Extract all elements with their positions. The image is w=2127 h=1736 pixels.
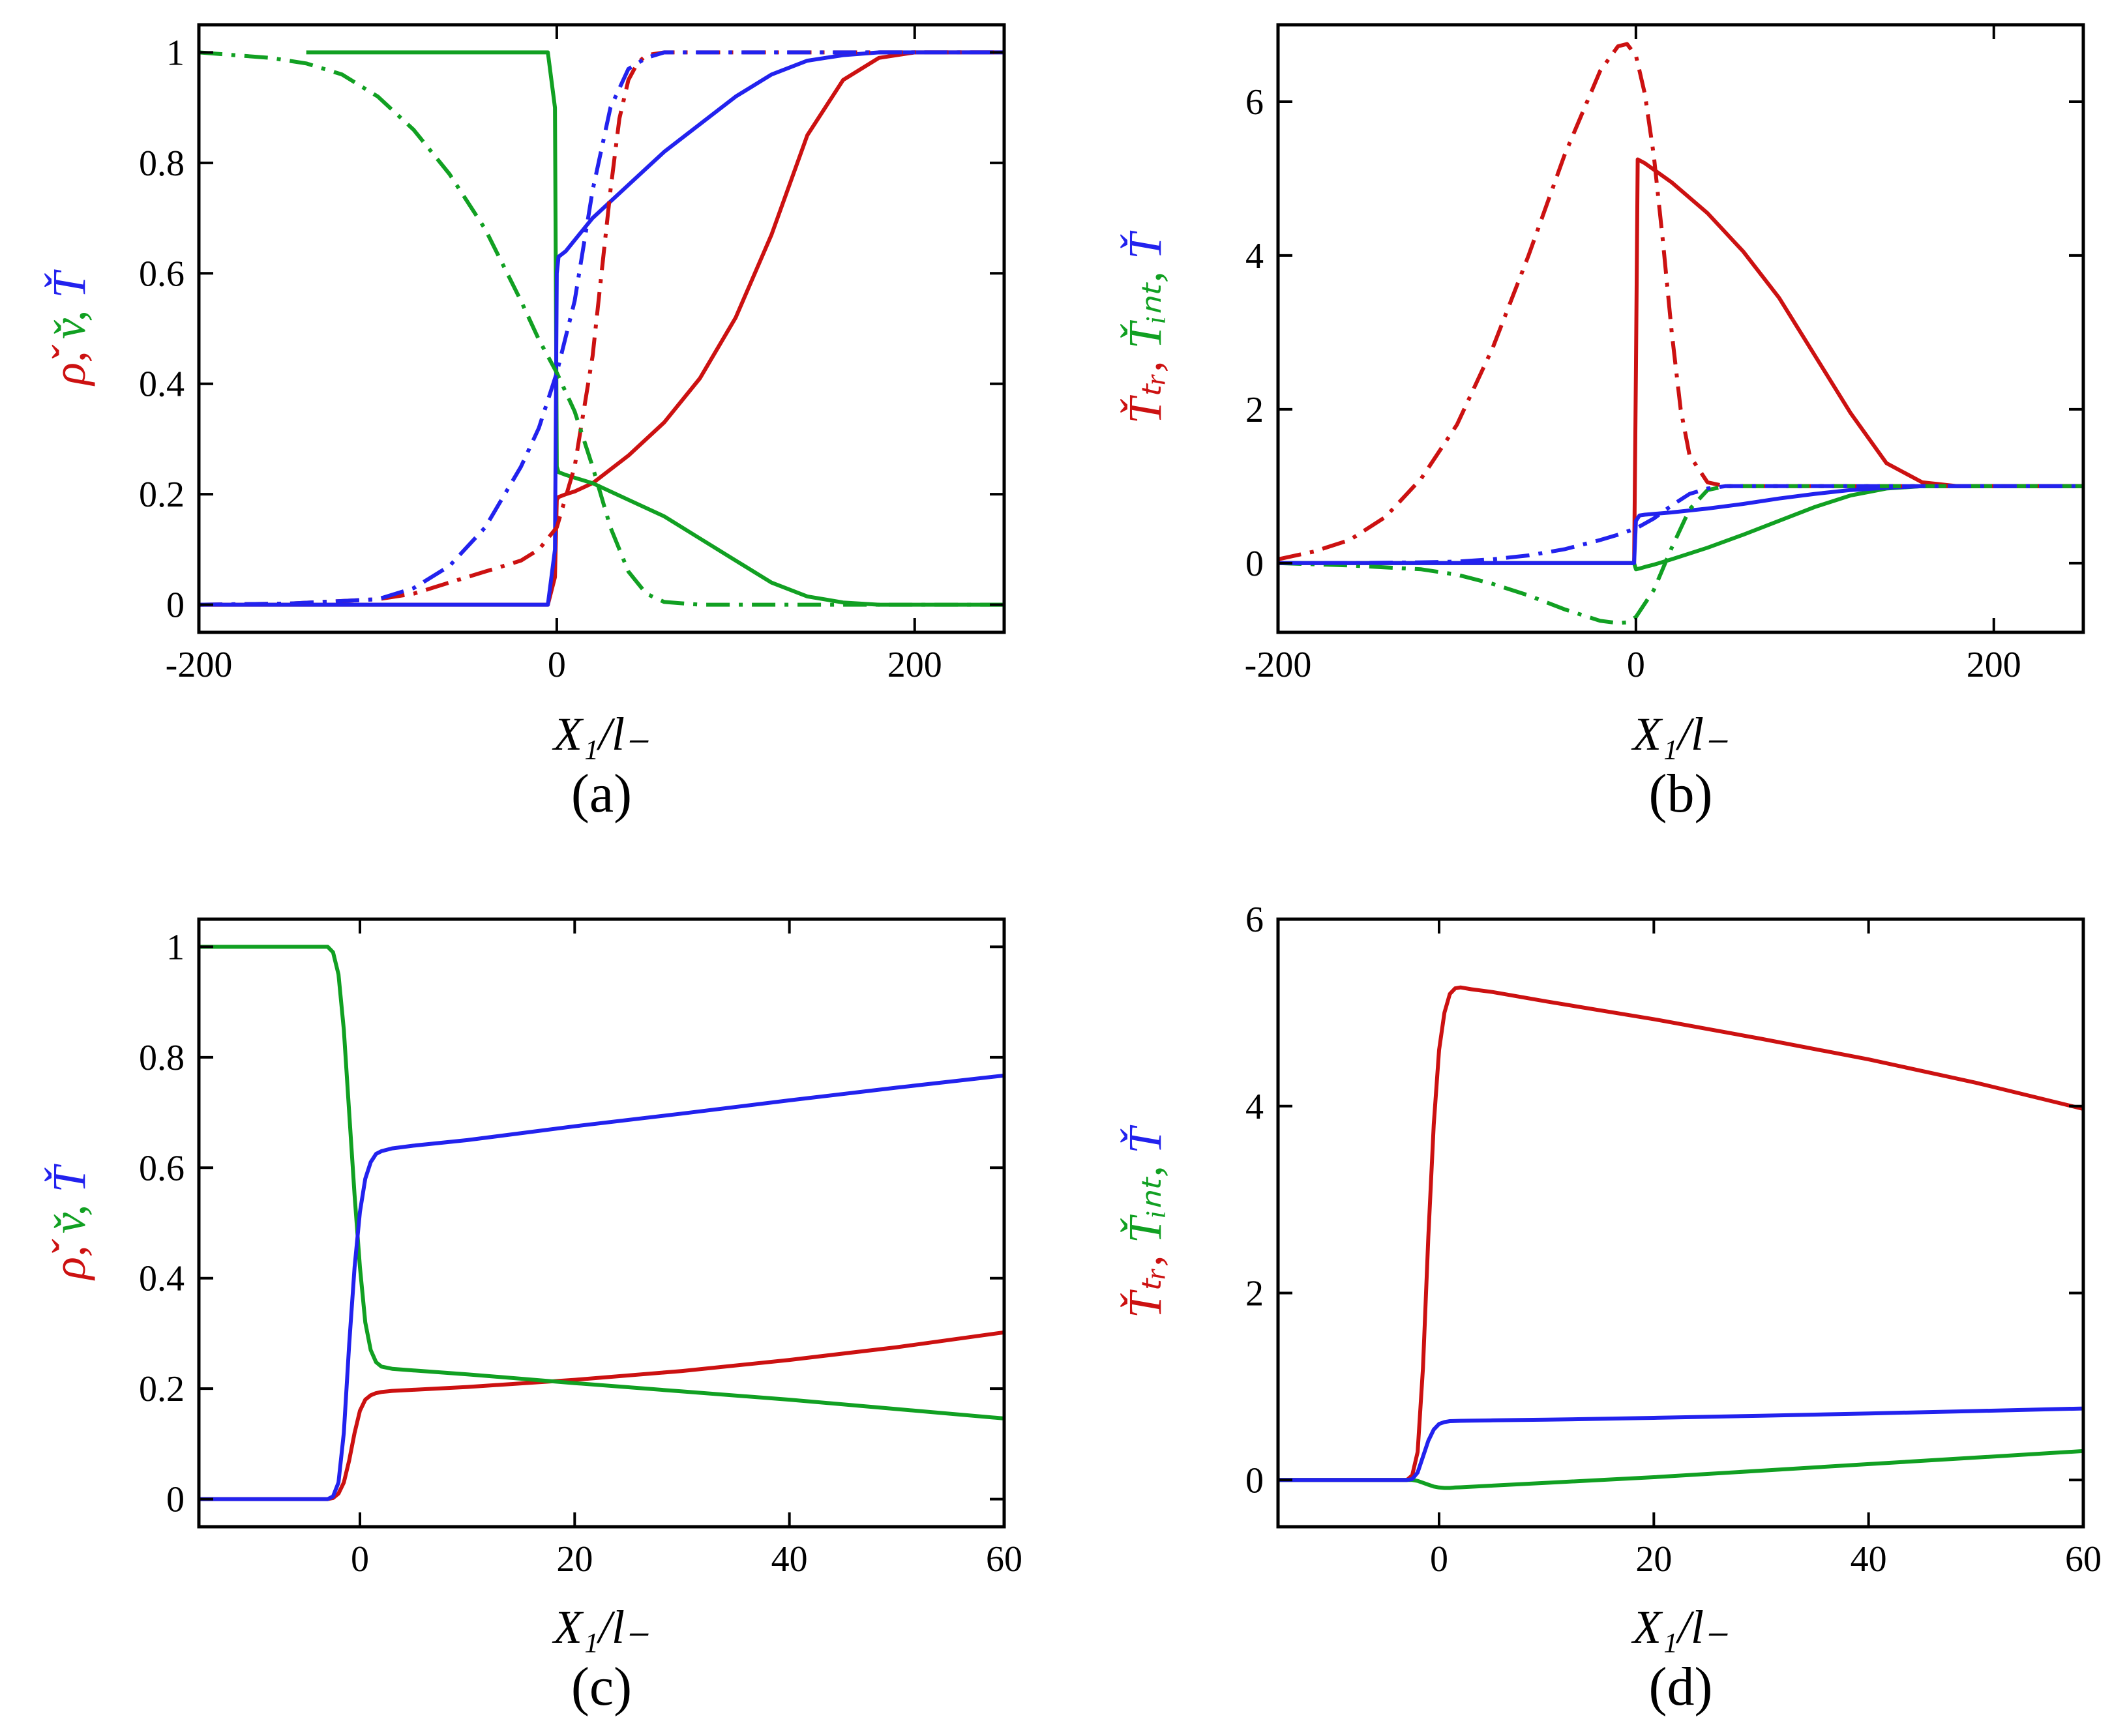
y-axis-label-part: Ť	[1119, 230, 1171, 259]
x-axis-label: X₁/l₋	[1631, 708, 1729, 760]
x-tick-label: 60	[986, 1539, 1022, 1580]
y-tick-label: 4	[1245, 1087, 1264, 1127]
panel-label: (a)	[571, 763, 632, 824]
x-tick-label: 60	[2065, 1539, 2102, 1580]
y-axis-label: ρ̌, v̌, Ť	[43, 269, 95, 386]
y-tick-label: 0.6	[139, 254, 185, 294]
panel-a: -200 0 200 0 0.2 0.4 0.6 0.8 1 X₁/l₋(a) ρ̌, v̌, Ť	[43, 23, 1006, 824]
plot-frame	[197, 917, 1006, 1529]
series-group	[1278, 985, 2083, 1490]
y-axis-label-part: Ť	[43, 1163, 95, 1192]
series-line-t-tr	[1278, 985, 2083, 1482]
plot-frame	[1276, 23, 2085, 634]
y-axis-label-part: ,	[1119, 1243, 1171, 1267]
y-tick-label: 0.8	[139, 1038, 185, 1078]
y-tick-label: 1	[166, 927, 185, 967]
y-axis-label-part: ,	[43, 1233, 95, 1257]
plot-frame	[1276, 917, 2085, 1529]
series-group	[1278, 42, 2083, 625]
panel-c: 0 20 40 60 0 0.2 0.4 0.6 0.8 1 X₁/l₋(c) ρ̌, v̌, Ť	[43, 917, 1022, 1717]
y-tick-label: 6	[1245, 82, 1264, 123]
series-line-t-tr-dsmc	[1278, 157, 2083, 565]
series-group	[199, 945, 1004, 1501]
y-tick-label: 0	[166, 1480, 185, 1520]
y-axis-label: Ťₜᵣ, Ťᵢₙₜ, Ť	[1119, 1125, 1171, 1318]
x-tick-label: 0	[351, 1539, 369, 1580]
y-axis-label-part: ,	[43, 1192, 95, 1216]
y-axis-label-part: Ťₜᵣ	[1119, 1267, 1171, 1318]
x-axis-label: X₁/l₋	[552, 708, 649, 760]
series-line-temperature-dsmc	[199, 50, 1004, 607]
plot-frame	[197, 23, 1006, 634]
x-tick-label: -200	[1245, 645, 1312, 685]
series-line-density-ns	[199, 50, 1004, 607]
x-tick-label: 200	[1967, 645, 2021, 685]
series-line-t-ns	[1278, 484, 2083, 565]
panel-b: -200 0 200 0 2 4 6 X₁/l₋(b) Ťₜᵣ, Ťᵢₙₜ, Ť	[1119, 23, 2085, 824]
y-axis-label: ρ̌, v̌, Ť	[43, 1163, 95, 1280]
x-tick-label: 200	[887, 645, 942, 685]
series-line-t-tr-ns	[1278, 42, 2083, 561]
x-tick-label: 40	[771, 1539, 808, 1580]
y-tick-label: 4	[1245, 236, 1264, 276]
y-axis-label-part: ,	[1119, 259, 1171, 283]
x-tick-label: 0	[1430, 1539, 1448, 1580]
x-axis-label: X₁/l₋	[1631, 1601, 1729, 1653]
x-tick-label: 40	[1851, 1539, 1887, 1580]
y-tick-label: 0.2	[139, 475, 185, 515]
y-tick-label: 0	[1245, 544, 1264, 584]
panel-label: (d)	[1649, 1656, 1713, 1717]
series-line-density	[199, 1330, 1004, 1501]
y-tick-label: 6	[1245, 900, 1264, 940]
y-axis-label-part: Ť	[43, 269, 95, 298]
panel-label: (c)	[571, 1656, 632, 1717]
panel-label: (b)	[1649, 763, 1713, 824]
y-axis-label-part: ,	[43, 339, 95, 362]
series-line-temperature	[199, 1073, 1004, 1501]
x-tick-label: 20	[1635, 1539, 1672, 1580]
y-tick-label: 0	[166, 585, 185, 626]
series-line-velocity-ns	[199, 50, 1004, 607]
y-tick-label: 0.8	[139, 143, 185, 184]
series-line-t-int	[1278, 1449, 2083, 1490]
series-line-velocity	[199, 945, 1004, 1420]
x-tick-label: -200	[166, 645, 233, 685]
y-tick-label: 0.4	[139, 1259, 185, 1299]
x-axis-label: X₁/l₋	[552, 1601, 649, 1653]
series-line-temperature-ns	[199, 50, 1004, 607]
y-axis-label-part: Ťᵢₙₜ	[1119, 282, 1171, 349]
series-group	[199, 50, 1004, 607]
y-axis-label-part: ,	[1119, 1154, 1171, 1177]
series-line-t-int-ns	[1278, 484, 2083, 625]
series-line-velocity-dsmc	[306, 50, 1004, 607]
panel-d: 0 20 40 60 0 2 4 6 X₁/l₋(d) Ťₜᵣ, Ťᵢₙₜ, Ť	[1119, 900, 2102, 1717]
x-tick-label: 0	[1627, 645, 1645, 685]
x-tick-label: 0	[548, 645, 566, 685]
y-axis-label-part: Ť	[1119, 1125, 1171, 1154]
series-line-t	[1278, 1406, 2083, 1482]
y-tick-label: 0.4	[139, 364, 185, 405]
y-axis-label-part: Ťₜᵣ	[1119, 372, 1171, 424]
y-axis-label-part: ,	[43, 298, 95, 321]
y-axis-label: Ťₜᵣ, Ťᵢₙₜ, Ť	[1119, 230, 1171, 424]
y-axis-label-part: Ťᵢₙₜ	[1119, 1176, 1171, 1243]
y-tick-label: 1	[166, 33, 185, 73]
y-tick-label: 2	[1245, 390, 1264, 430]
y-axis-label-part: ,	[1119, 349, 1171, 372]
y-tick-label: 0	[1245, 1460, 1264, 1501]
series-line-density-dsmc	[199, 50, 1004, 607]
y-tick-label: 0.6	[139, 1148, 185, 1188]
x-tick-label: 20	[556, 1539, 593, 1580]
y-tick-label: 0.2	[139, 1369, 185, 1409]
y-tick-label: 2	[1245, 1274, 1264, 1314]
